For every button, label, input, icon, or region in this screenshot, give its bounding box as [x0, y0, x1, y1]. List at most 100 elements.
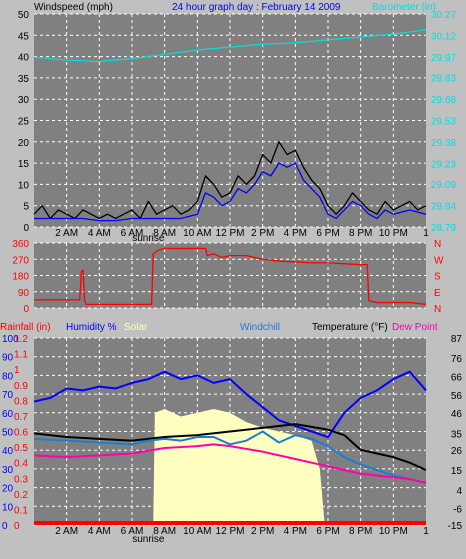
humidity-tick-label: 60 — [2, 409, 14, 420]
direction-tick-label: 0 — [23, 304, 29, 315]
humidity-tick-label: 90 — [2, 353, 14, 364]
wind-average-line — [34, 162, 427, 222]
wind-title: Windspeed (mph) — [34, 2, 113, 13]
grid-lines — [34, 13, 426, 526]
baro-tick-label: 30.12 — [431, 32, 456, 43]
series-lines — [33, 29, 427, 525]
baro-tick-label: 29.68 — [431, 95, 456, 106]
x-tick-label: 6 PM — [316, 526, 339, 537]
rain-tick-label: 0.5 — [14, 443, 28, 454]
compass-label: S — [434, 272, 441, 283]
humidity-tick-label: 10 — [2, 502, 14, 513]
temp-tick-label: -6 — [453, 505, 462, 516]
x-tick-label: 4 AM — [88, 228, 111, 239]
baro-tick-label: 30.27 — [431, 10, 456, 21]
barometer-title: Barometer (in) — [372, 2, 436, 13]
humidity-tick-label: 80 — [2, 371, 14, 382]
x-tick-label: 8 AM — [153, 228, 176, 239]
barometer-line — [33, 29, 427, 63]
humidity-label: Humidity % — [66, 322, 117, 333]
baro-tick-label: 29.09 — [431, 180, 456, 191]
compass-label: E — [434, 288, 441, 299]
temp-tick-label: 56 — [451, 391, 463, 402]
wind-tick-label: 50 — [18, 10, 30, 21]
baro-tick-label: 29.83 — [431, 73, 456, 84]
wind-tick-label: 35 — [18, 74, 30, 85]
baro-tick-label: 28.79 — [431, 223, 456, 234]
temp-tick-label: 66 — [451, 373, 463, 384]
rain-label: Rainfall (in) — [0, 322, 51, 333]
compass-label: N — [434, 239, 441, 250]
humidity-tick-label: 50 — [2, 428, 14, 439]
wind-tick-label: 20 — [18, 138, 30, 149]
temperature-label: Temperature (°F) — [312, 322, 388, 333]
x-tick-label: 10 PM — [379, 526, 408, 537]
temp-tick-label: 87 — [451, 334, 463, 345]
sunrise-label: sunrise — [132, 534, 165, 545]
temp-tick-label: 35 — [451, 429, 463, 440]
wind-tick-label: 40 — [18, 53, 30, 64]
x-end-label: 1 — [423, 526, 429, 537]
rain-tick-label: 0.8 — [14, 396, 28, 407]
temp-tick-label: 4 — [456, 486, 462, 497]
baro-tick-label: 29.23 — [431, 160, 456, 171]
x-tick-label: 6 AM — [121, 228, 144, 239]
temperature-line — [33, 423, 427, 471]
direction-tick-label: 90 — [18, 288, 30, 299]
windchill-label: Windchill — [240, 322, 280, 333]
x-end-label: 1 — [423, 228, 429, 239]
humidity-tick-label: 0 — [2, 521, 8, 532]
temp-tick-label: -15 — [448, 521, 463, 532]
rain-tick-label: 0.1 — [14, 505, 28, 516]
humidity-tick-label: 20 — [2, 484, 14, 495]
rain-tick-label: 0.4 — [14, 459, 28, 470]
temp-tick-label: 26 — [451, 446, 463, 457]
x-tick-label: 8 AM — [153, 526, 176, 537]
x-tick-label: 12 PM — [216, 228, 245, 239]
dewpoint-line — [33, 443, 427, 484]
solar-area — [34, 409, 426, 525]
wind-tick-label: 45 — [18, 31, 30, 42]
humidity-tick-label: 100 — [2, 334, 19, 345]
windchill-line — [33, 430, 427, 484]
temp-tick-label: 46 — [451, 409, 463, 420]
tick-labels: 2 AM 4 AM 6 AM 8 AM 10 AM 12 PM 2 PM 4 PM 6 PM 8 … — [2, 10, 462, 545]
wind-tick-label: 0 — [23, 223, 29, 234]
sunrise-label: sunrise — [132, 233, 165, 244]
rain-tick-label: 1 — [14, 365, 20, 376]
x-tick-label: 4 PM — [284, 228, 307, 239]
x-tick-label: 10 AM — [183, 526, 211, 537]
humidity-tick-label: 70 — [2, 390, 14, 401]
x-tick-label: 4 PM — [284, 526, 307, 537]
x-tick-label: 10 AM — [183, 228, 211, 239]
x-tick-label: 10 PM — [379, 228, 408, 239]
baro-tick-label: 28.94 — [431, 201, 456, 212]
wind-tick-label: 15 — [18, 159, 30, 170]
dewpoint-label: Dew Point — [392, 322, 438, 333]
baro-tick-label: 29.53 — [431, 117, 456, 128]
compass-label: N — [434, 304, 441, 315]
x-tick-label: 12 PM — [216, 526, 245, 537]
rain-tick-label: 1.2 — [14, 334, 28, 345]
rain-tick-label: 0.7 — [14, 412, 28, 423]
wind-tick-label: 10 — [18, 180, 30, 191]
x-tick-label: 8 PM — [349, 228, 372, 239]
wind-direction-line — [34, 247, 427, 306]
wind-tick-label: 25 — [18, 117, 30, 128]
rain-tick-label: 0.6 — [14, 428, 28, 439]
x-tick-label: 2 AM — [55, 526, 78, 537]
direction-tick-label: 360 — [12, 239, 29, 250]
x-tick-label: 2 PM — [251, 526, 274, 537]
compass-label: W — [434, 255, 444, 266]
rain-tick-label: 0.3 — [14, 474, 28, 485]
temp-tick-label: 15 — [451, 466, 463, 477]
baro-tick-label: 29.97 — [431, 53, 456, 64]
rain-tick-label: 0.2 — [14, 490, 28, 501]
x-tick-label: 2 AM — [55, 228, 78, 239]
rain-tick-label: 0 — [14, 521, 20, 532]
x-tick-label: 6 PM — [316, 228, 339, 239]
temp-tick-label: 76 — [451, 354, 463, 365]
wind-tick-label: 30 — [18, 95, 30, 106]
